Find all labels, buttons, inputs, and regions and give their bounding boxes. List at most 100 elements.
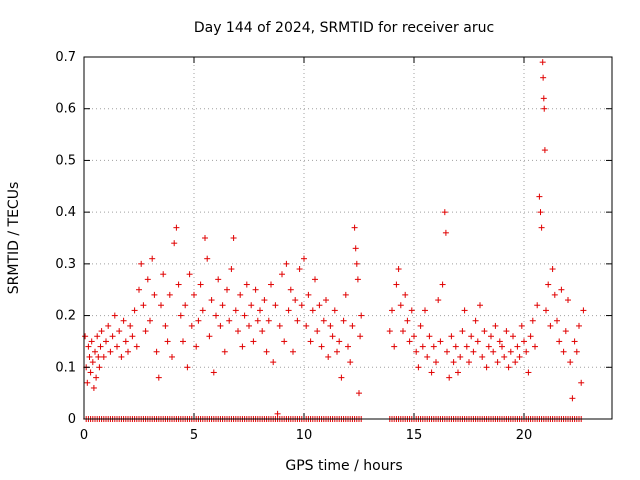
- data-point: [151, 291, 158, 298]
- data-point: [142, 328, 149, 335]
- data-point: [241, 312, 248, 319]
- data-point: [512, 359, 519, 366]
- data-point: [435, 297, 442, 304]
- data-point: [490, 348, 497, 355]
- data-point: [505, 364, 512, 371]
- data-point: [186, 271, 193, 278]
- y-tick-label: 0.2: [55, 309, 76, 324]
- data-point: [556, 338, 563, 345]
- data-point: [514, 343, 521, 350]
- data-point: [518, 322, 525, 329]
- data-point: [122, 338, 129, 345]
- data-point: [539, 59, 546, 66]
- data-point: [305, 291, 312, 298]
- data-point: [171, 240, 178, 247]
- data-point: [215, 276, 222, 283]
- data-point: [103, 338, 109, 345]
- data-point: [87, 369, 94, 376]
- data-point: [466, 359, 472, 366]
- data-point: [499, 343, 505, 350]
- data-point: [248, 302, 255, 309]
- data-point: [318, 343, 325, 350]
- data-point: [547, 322, 554, 329]
- data-point: [446, 374, 453, 381]
- data-point: [263, 348, 270, 355]
- data-point: [252, 286, 259, 293]
- data-point: [97, 343, 104, 350]
- data-point: [298, 302, 305, 309]
- ticks-layer: 0 0.1 0.2 0.3 0.4 0.5 0.6 0.7 0 5 10 15 20: [55, 50, 612, 443]
- data-point: [578, 379, 585, 386]
- data-point: [494, 359, 501, 366]
- data-point: [92, 348, 98, 355]
- data-point: [354, 276, 361, 283]
- data-point: [393, 281, 400, 288]
- data-point: [162, 322, 169, 329]
- data-point: [331, 307, 338, 314]
- data-point: [417, 322, 424, 329]
- data-point: [342, 291, 349, 298]
- data-point: [534, 302, 541, 309]
- data-point: [501, 353, 508, 360]
- data-point: [325, 353, 332, 360]
- data-point: [107, 348, 114, 355]
- data-point: [558, 286, 565, 293]
- data-point: [479, 353, 486, 360]
- data-point: [109, 333, 116, 340]
- data-point: [296, 266, 303, 273]
- data-point: [114, 343, 120, 350]
- data-point: [144, 276, 151, 283]
- data-point: [191, 291, 197, 298]
- data-point: [235, 328, 241, 335]
- data-point: [402, 291, 409, 298]
- data-point: [86, 353, 93, 360]
- data-point: [537, 209, 544, 216]
- x-tick-label: 5: [190, 428, 198, 443]
- data-point: [100, 353, 107, 360]
- data-point: [338, 374, 345, 381]
- data-point: [272, 302, 279, 309]
- data-point: [356, 390, 362, 397]
- data-point: [397, 302, 404, 309]
- data-point: [554, 317, 560, 324]
- data-point: [158, 302, 164, 309]
- data-point: [314, 328, 321, 335]
- data-point: [265, 317, 272, 324]
- data-point: [540, 74, 547, 81]
- data-point: [89, 359, 96, 366]
- data-point: [111, 312, 118, 319]
- data-point: [243, 281, 250, 288]
- data-point: [184, 364, 191, 371]
- data-point: [140, 302, 147, 309]
- data-point: [246, 322, 252, 329]
- data-point: [442, 229, 449, 236]
- data-point: [536, 193, 543, 200]
- data-point: [129, 333, 136, 340]
- data-point: [307, 338, 314, 345]
- data-point: [177, 312, 184, 319]
- data-point: [336, 338, 343, 345]
- data-point: [516, 353, 523, 360]
- data-point: [565, 297, 571, 304]
- x-tick-label: 15: [406, 428, 423, 443]
- data-point: [428, 369, 435, 376]
- data-point: [208, 297, 215, 304]
- x-tick-label: 0: [80, 428, 88, 443]
- data-point: [193, 343, 200, 350]
- data-point: [400, 328, 406, 335]
- data-point: [270, 359, 277, 366]
- data-point: [477, 302, 483, 309]
- y-tick-label: 0.3: [55, 257, 76, 272]
- data-point: [226, 317, 233, 324]
- data-point: [496, 338, 503, 345]
- data-point: [213, 312, 219, 319]
- data-point: [532, 343, 538, 350]
- data-point: [323, 297, 329, 304]
- data-point: [94, 333, 101, 340]
- data-point: [224, 286, 230, 293]
- data-point: [116, 328, 123, 335]
- data-point: [413, 348, 420, 355]
- data-point: [457, 353, 464, 360]
- data-point: [195, 317, 202, 324]
